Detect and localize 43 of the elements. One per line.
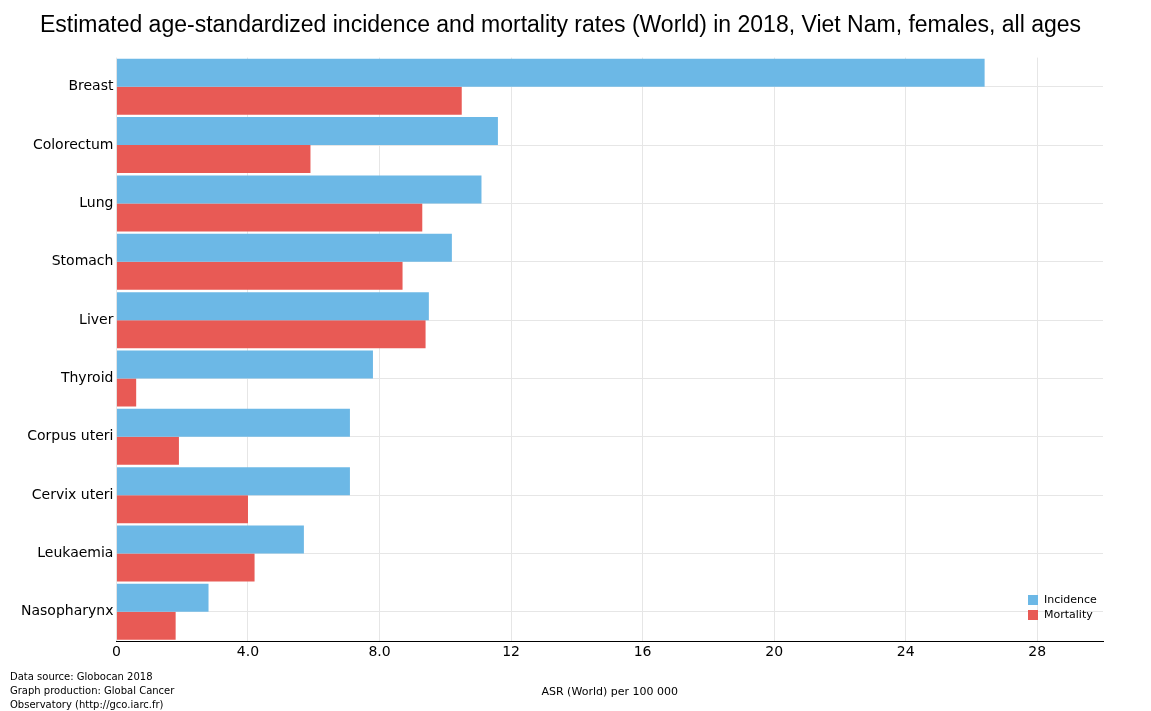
bar (116, 175, 482, 204)
source-note: Data source: Globocan 2018 Graph production: Global Cancer Observatory (http://gco.iarc.fr) (10, 670, 175, 711)
bar (116, 495, 248, 524)
bar (116, 525, 304, 554)
chart-title: Estimated age-standardized incidence and mortality rates (World) in 2018, Viet Nam, females, all ages (39, 11, 1082, 38)
y-tick-label: Stomach (51, 252, 114, 269)
x-tick-label: 12 (502, 643, 520, 660)
x-tick-label: 16 (633, 643, 652, 660)
bar (116, 145, 311, 174)
y-tick-label: Lung (79, 194, 114, 211)
y-tick-label: Corpus uteri (27, 427, 114, 444)
legend-label: Incidence (1044, 593, 1097, 606)
legend-label: Mortality (1044, 608, 1093, 621)
y-tick-label: Liver (79, 310, 114, 327)
x-tick-label: 4.0 (236, 643, 260, 660)
x-tick-label: 24 (896, 643, 915, 660)
bar (116, 203, 423, 232)
y-tick-label: Breast (68, 77, 114, 94)
bar (116, 320, 426, 349)
x-tick-label: 8.0 (368, 643, 391, 660)
y-tick-label: Thyroid (59, 369, 114, 386)
bar (116, 611, 176, 640)
bar (116, 408, 350, 437)
bar (116, 350, 373, 379)
bar (116, 117, 498, 146)
bar (116, 553, 255, 582)
bar (116, 436, 179, 465)
bar (116, 261, 403, 290)
x-tick-label: 20 (765, 643, 784, 660)
y-tick-label: Colorectum (32, 135, 114, 152)
x-tick-label: 0 (111, 643, 121, 660)
bar (116, 86, 462, 115)
bar (116, 583, 209, 612)
bar (116, 378, 137, 407)
bar (116, 58, 985, 87)
y-tick-label: Leukaemia (37, 544, 114, 561)
x-tick-label: 28 (1028, 643, 1047, 660)
bar (116, 292, 429, 321)
x-axis-title: ASR (World) per 100 000 (541, 685, 678, 699)
bar (116, 467, 350, 496)
bar (116, 233, 452, 262)
y-tick-label: Nasopharynx (21, 602, 114, 619)
y-tick-label: Cervix uteri (31, 485, 114, 502)
